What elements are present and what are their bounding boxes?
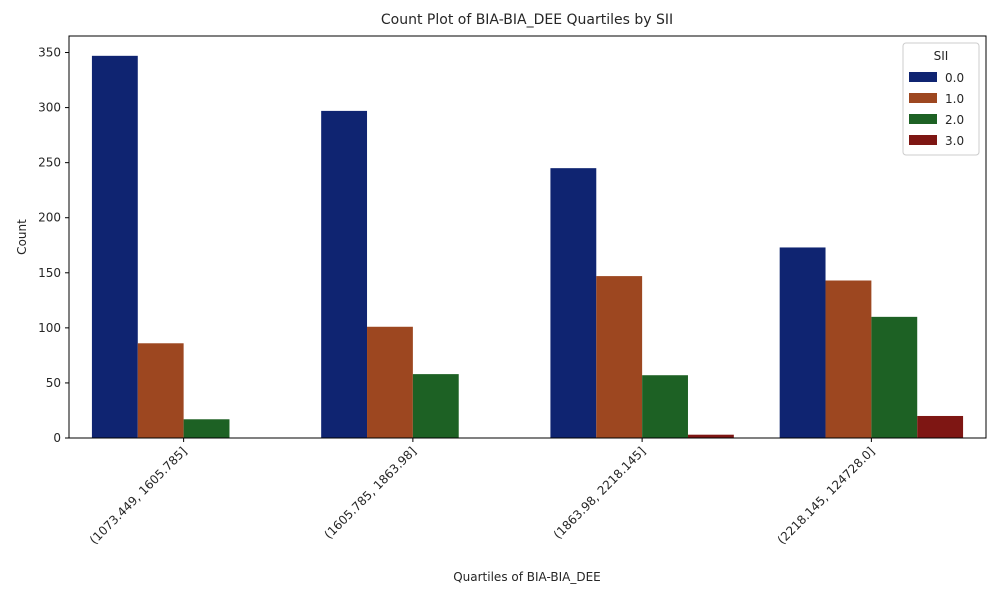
- bar-series-0.0-category-3: [550, 168, 597, 439]
- plot-frame: [68, 35, 987, 439]
- y-axis: 0 50 100 150 200 250 300 350: [38, 46, 69, 445]
- y-tick-label: 100: [38, 321, 61, 335]
- y-tick-label: 350: [38, 46, 61, 60]
- y-tick-label: 0: [53, 431, 61, 445]
- y-tick-label: 150: [38, 266, 61, 280]
- bar-series-0.0-category-1: [91, 55, 138, 439]
- y-tick-label: 300: [38, 101, 61, 115]
- legend-swatch-0.0: [909, 72, 937, 82]
- y-tick-label: 250: [38, 156, 61, 170]
- legend-label-2.0: 2.0: [945, 113, 964, 127]
- bar-series-3.0-category-3: [687, 434, 734, 438]
- y-tick-label: 50: [46, 376, 61, 390]
- legend-swatch-1.0: [909, 93, 937, 103]
- chart-title: Count Plot of BIA-BIA_DEE Quartiles by S…: [381, 12, 673, 28]
- legend-label-3.0: 3.0: [945, 134, 964, 148]
- bar-series-1.0-category-4: [825, 280, 872, 438]
- bar-series-2.0-category-4: [871, 316, 918, 438]
- bar-series-2.0-category-3: [642, 375, 688, 438]
- bar-series-1.0-category-2: [367, 326, 413, 438]
- legend: SII 0.0 1.0 2.0 3.0: [902, 42, 980, 156]
- legend-swatch-3.0: [909, 135, 937, 145]
- bar-series-2.0-category-2: [412, 374, 459, 438]
- bar-series-1.0-category-3: [596, 276, 643, 438]
- legend-swatch-2.0: [909, 114, 937, 124]
- bars-group: [91, 55, 964, 439]
- bar-series-0.0-category-4: [779, 247, 826, 438]
- bar-series-1.0-category-1: [137, 343, 184, 438]
- bar-series-2.0-category-1: [183, 419, 230, 438]
- bar-series-3.0-category-4: [917, 415, 964, 438]
- legend-title: SII: [934, 49, 949, 63]
- legend-box: [902, 42, 980, 156]
- legend-label-0.0: 0.0: [945, 71, 964, 85]
- x-axis-label: Quartiles of BIA-BIA_DEE: [453, 570, 601, 584]
- y-tick-label: 200: [38, 211, 61, 225]
- bar-series-0.0-category-2: [321, 110, 368, 438]
- y-axis-label: Count: [15, 219, 29, 255]
- legend-label-1.0: 1.0: [945, 92, 964, 106]
